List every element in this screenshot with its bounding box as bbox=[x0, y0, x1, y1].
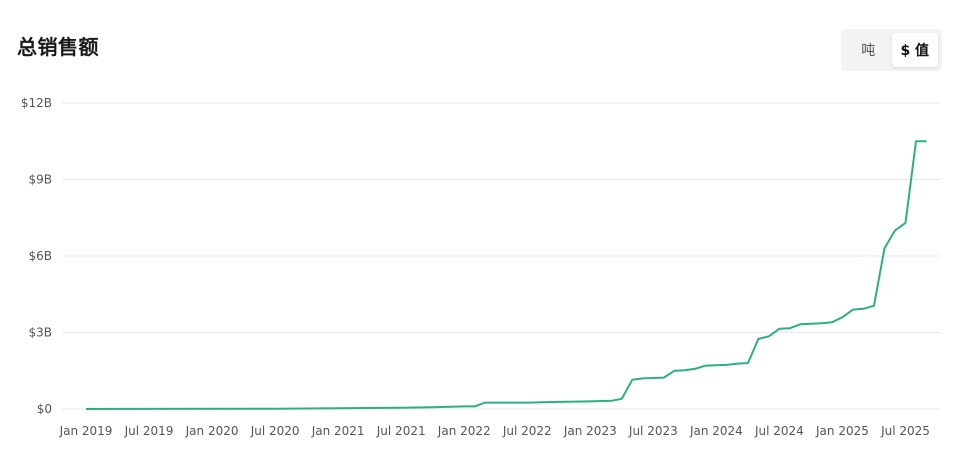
x-tick-label: Jul 2019 bbox=[124, 424, 174, 438]
x-tick-label: Jan 2025 bbox=[815, 424, 869, 438]
y-tick-label: $6B bbox=[28, 249, 52, 263]
toggle-option-tons[interactable]: 吨 bbox=[861, 43, 876, 59]
x-tick-label: Jan 2021 bbox=[311, 424, 365, 438]
x-tick-label: Jul 2022 bbox=[502, 424, 552, 438]
y-axis-ticks: $0 $3B $6B $9B $12B bbox=[21, 96, 52, 416]
x-tick-label: Jul 2021 bbox=[376, 424, 426, 438]
unit-toggle: 吨 $ 值 bbox=[841, 29, 942, 71]
x-axis-ticks: Jan 2019 Jul 2019 Jan 2020 Jul 2020 Jan 2021… bbox=[59, 424, 930, 438]
x-tick-label: Jul 2023 bbox=[628, 424, 678, 438]
series-layer bbox=[85, 140, 927, 410]
page-title: 总销售额 bbox=[17, 35, 99, 59]
x-tick-label: Jul 2025 bbox=[880, 424, 930, 438]
y-tick-label: $3B bbox=[28, 326, 52, 340]
x-tick-label: Jul 2024 bbox=[754, 424, 804, 438]
x-tick-label: Jan 2019 bbox=[59, 424, 113, 438]
y-tick-label: $0 bbox=[37, 402, 52, 416]
x-tick-label: Jul 2020 bbox=[250, 424, 300, 438]
y-tick-label: $12B bbox=[21, 96, 52, 110]
x-tick-label: Jan 2023 bbox=[563, 424, 617, 438]
series-line bbox=[85, 140, 927, 410]
x-tick-label: Jan 2020 bbox=[185, 424, 239, 438]
x-tick-label: Jan 2022 bbox=[437, 424, 491, 438]
y-tick-label: $9B bbox=[28, 173, 52, 187]
toggle-option-value[interactable]: $ 值 bbox=[891, 33, 938, 67]
x-tick-label: Jan 2024 bbox=[689, 424, 743, 438]
grid-lines bbox=[62, 102, 940, 410]
